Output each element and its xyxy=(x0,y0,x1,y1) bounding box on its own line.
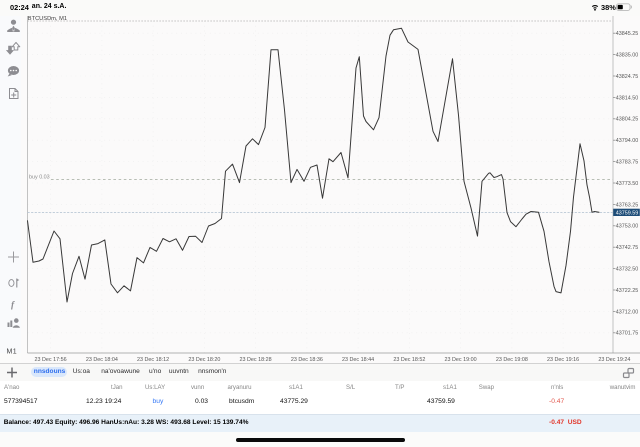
svg-text:23 Dec 18:28: 23 Dec 18:28 xyxy=(240,357,272,363)
svg-text:43712.00: 43712.00 xyxy=(616,309,638,315)
svg-text:43742.75: 43742.75 xyxy=(616,245,638,251)
svg-text:43845.25: 43845.25 xyxy=(616,31,638,37)
svg-text:43701.75: 43701.75 xyxy=(616,331,638,337)
svg-text:43814.50: 43814.50 xyxy=(616,95,638,101)
svg-text:43824.75: 43824.75 xyxy=(616,74,638,80)
svg-text:BTCUSDm, M1: BTCUSDm, M1 xyxy=(28,16,67,22)
svg-text:43759.59: 43759.59 xyxy=(616,210,638,216)
svg-text:43722.25: 43722.25 xyxy=(616,288,638,294)
svg-text:23 Dec 18:36: 23 Dec 18:36 xyxy=(291,357,323,363)
svg-text:43753.00: 43753.00 xyxy=(616,224,638,230)
svg-text:43732.50: 43732.50 xyxy=(616,267,638,273)
svg-text:23 Dec 18:20: 23 Dec 18:20 xyxy=(188,357,220,363)
svg-text:M1: M1 xyxy=(7,349,18,356)
svg-text:43835.00: 43835.00 xyxy=(616,53,638,59)
svg-text:23 Dec 19:00: 23 Dec 19:00 xyxy=(445,357,477,363)
svg-text:23 Dec 19:24: 23 Dec 19:24 xyxy=(598,357,630,363)
svg-text:23 Dec 18:04: 23 Dec 18:04 xyxy=(86,357,118,363)
svg-text:23 Dec 17:56: 23 Dec 17:56 xyxy=(35,357,67,363)
svg-text:23 Dec 19:08: 23 Dec 19:08 xyxy=(496,357,528,363)
svg-text:23 Dec 18:44: 23 Dec 18:44 xyxy=(342,357,374,363)
svg-text:43783.75: 43783.75 xyxy=(616,160,638,166)
svg-text:f: f xyxy=(11,301,15,311)
svg-text:43763.25: 43763.25 xyxy=(616,202,638,208)
svg-text:buy 0.03: buy 0.03 xyxy=(29,174,50,180)
svg-text:43804.25: 43804.25 xyxy=(616,117,638,123)
svg-text:43794.00: 43794.00 xyxy=(616,138,638,144)
svg-text:23 Dec 19:16: 23 Dec 19:16 xyxy=(547,357,579,363)
svg-text:23 Dec 18:12: 23 Dec 18:12 xyxy=(137,357,169,363)
svg-text:23 Dec 18:52: 23 Dec 18:52 xyxy=(393,357,425,363)
svg-text:43773.50: 43773.50 xyxy=(616,181,638,187)
